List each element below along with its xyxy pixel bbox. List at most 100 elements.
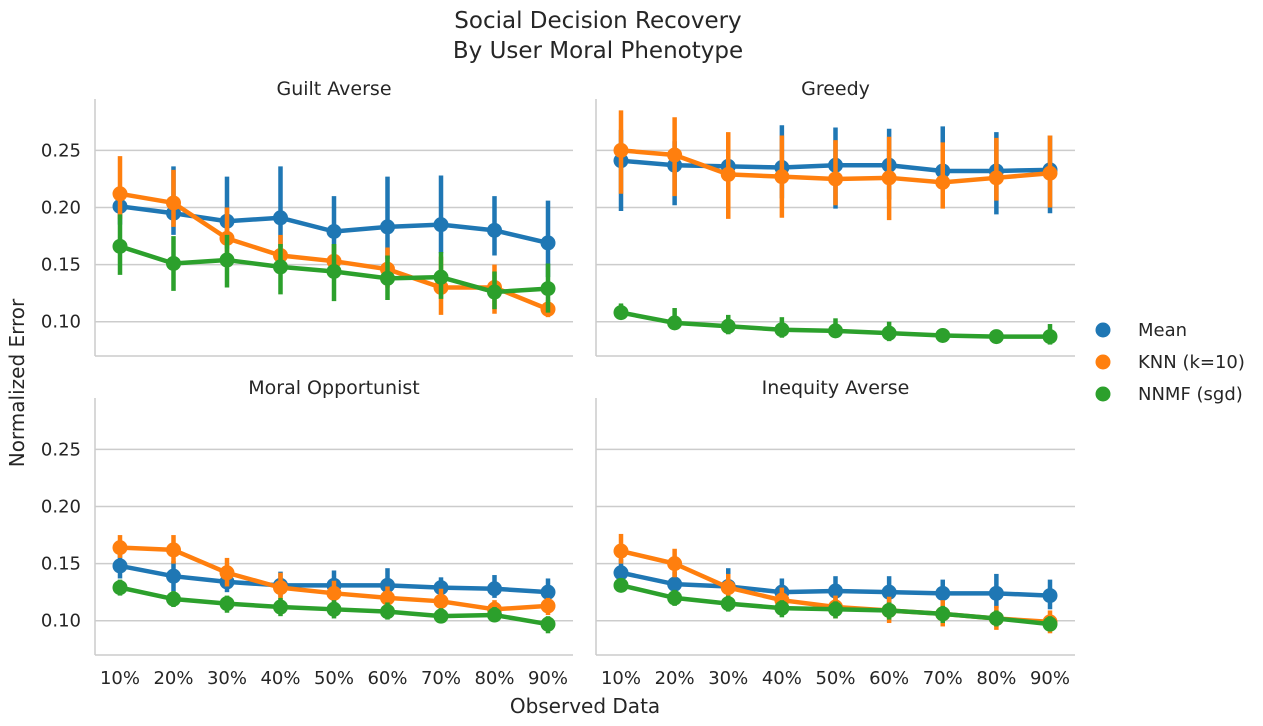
data-point (935, 327, 951, 343)
y-tick-label: 0.15 (41, 554, 81, 575)
data-point (881, 602, 897, 618)
data-point (219, 565, 235, 581)
x-tick-label: 40% (762, 668, 802, 689)
data-point (166, 195, 181, 211)
y-tick-label: 0.20 (41, 497, 81, 518)
data-point (540, 598, 556, 614)
data-point (433, 217, 449, 233)
data-point (1042, 616, 1058, 632)
x-tick-label: 40% (260, 668, 300, 689)
x-tick-label: 20% (153, 668, 193, 689)
data-point (774, 322, 790, 338)
series-nnmf-sgd- (112, 579, 556, 634)
x-tick-label: 70% (923, 668, 963, 689)
data-point (112, 186, 128, 202)
x-tick-label: 60% (869, 668, 909, 689)
data-point (667, 576, 683, 592)
legend-label: NNMF (sgd) (1138, 384, 1243, 405)
data-point (720, 596, 736, 612)
data-point (433, 580, 449, 596)
data-point (487, 607, 502, 623)
legend-marker (1095, 354, 1111, 370)
data-point (380, 219, 395, 235)
panel-title: Greedy (801, 78, 870, 100)
data-point (540, 235, 556, 251)
data-point (326, 585, 342, 601)
panel-title: Guilt Averse (276, 78, 391, 100)
data-point (166, 591, 181, 607)
data-point (273, 580, 288, 596)
x-tick-label: 70% (421, 668, 461, 689)
legend-label: KNN (k=10) (1138, 352, 1245, 373)
x-tick-label: 80% (976, 668, 1016, 689)
data-point (380, 590, 395, 606)
data-point (881, 170, 897, 186)
data-point (935, 606, 951, 622)
data-point (988, 585, 1004, 601)
panel-2: 0.10 0.15 0.20 0.25 10% 20% 30% 40% 50% 60% 70% 80%… (41, 377, 573, 689)
x-tick-label: 10% (100, 668, 140, 689)
data-point (667, 590, 683, 606)
data-point (540, 616, 556, 632)
x-tick-label: 60% (367, 668, 407, 689)
data-point (613, 543, 629, 559)
x-tick-label: 30% (708, 668, 748, 689)
data-point (380, 577, 395, 593)
chart-title-line-1: Social Decision Recovery (454, 8, 741, 34)
data-point (828, 171, 843, 187)
panel-1: Greedy (595, 78, 1075, 357)
data-point (667, 315, 683, 331)
data-point (326, 223, 342, 239)
data-point (540, 584, 556, 600)
x-tick-label: 90% (528, 668, 568, 689)
data-point (1042, 165, 1058, 181)
data-point (487, 284, 502, 300)
data-point (380, 604, 395, 620)
data-point (881, 584, 897, 600)
data-point (881, 325, 897, 341)
x-tick-label: 30% (207, 668, 247, 689)
y-axis-label: Normalized Error (5, 298, 29, 467)
data-point (828, 601, 843, 617)
data-point (988, 329, 1004, 345)
data-point (433, 593, 449, 609)
legend-marker (1095, 386, 1111, 402)
legend-marker (1095, 322, 1111, 338)
data-point (487, 222, 502, 238)
data-point (774, 169, 790, 185)
data-point (273, 210, 288, 226)
chart-title: Social Decision Recovery By User Moral P… (453, 8, 743, 64)
data-point (112, 238, 128, 254)
panel-0: 0.10 0.15 0.20 0.25 Guilt Averse (41, 78, 573, 357)
data-point (273, 599, 288, 615)
data-point (988, 170, 1004, 186)
data-point (112, 580, 128, 596)
data-point (112, 558, 128, 574)
series-knn-k-10- (613, 110, 1058, 221)
y-tick-label: 0.25 (41, 439, 81, 460)
data-point (380, 270, 395, 286)
series-nnmf-sgd- (112, 214, 556, 313)
panel-title: Inequity Averse (762, 377, 910, 399)
panel-3: 10% 20% 30% 40% 50% 60% 70% 80% 90% Inequity Aver… (595, 377, 1075, 689)
x-tick-label: 50% (314, 668, 354, 689)
legend-label: Mean (1138, 320, 1187, 341)
data-point (112, 540, 128, 556)
data-point (219, 252, 235, 268)
data-point (166, 568, 181, 584)
data-point (433, 608, 449, 624)
data-point (326, 601, 342, 617)
panel-title: Moral Opportunist (248, 377, 419, 399)
data-point (828, 323, 843, 339)
data-point (720, 580, 736, 596)
series-nnmf-sgd- (613, 303, 1058, 345)
data-point (774, 600, 790, 616)
data-point (273, 259, 288, 275)
chart-title-line-2: By User Moral Phenotype (453, 38, 743, 64)
legend: Mean KNN (k=10) NNMF (sgd) (1095, 320, 1245, 405)
data-point (613, 565, 629, 581)
data-point (988, 610, 1004, 626)
series-nnmf-sgd- (613, 577, 1058, 632)
